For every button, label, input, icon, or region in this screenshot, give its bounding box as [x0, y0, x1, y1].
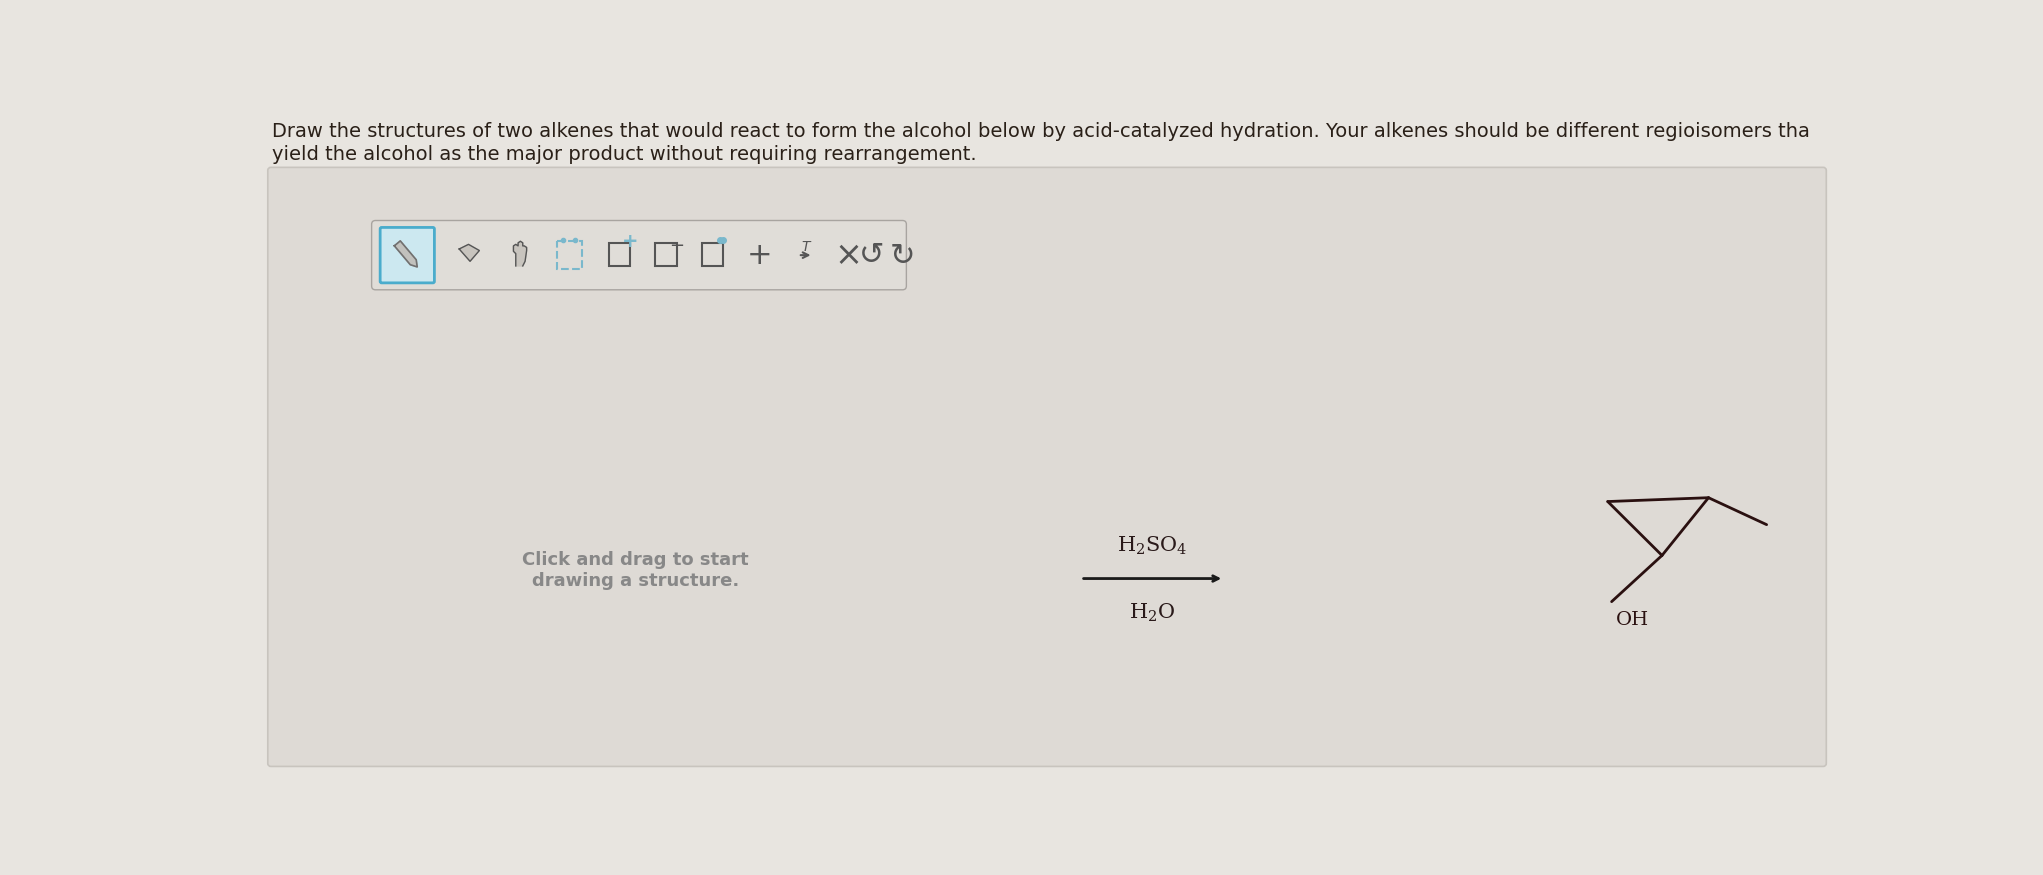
Text: ↺: ↺ [858, 241, 885, 270]
Polygon shape [513, 242, 527, 266]
Text: +: + [746, 241, 772, 270]
Text: OH: OH [1616, 611, 1649, 629]
FancyBboxPatch shape [380, 228, 435, 283]
Text: −: − [670, 237, 684, 255]
Polygon shape [460, 244, 480, 262]
Text: T: T [801, 241, 809, 255]
Text: $\mathregular{H_2SO_4}$: $\mathregular{H_2SO_4}$ [1118, 535, 1187, 557]
Text: ×: × [834, 239, 862, 271]
FancyBboxPatch shape [268, 167, 1826, 766]
FancyBboxPatch shape [372, 220, 907, 290]
Text: +: + [623, 232, 639, 251]
Text: Draw the structures of two alkenes that would react to form the alcohol below by: Draw the structures of two alkenes that … [272, 122, 1810, 141]
Text: Click and drag to start
drawing a structure.: Click and drag to start drawing a struct… [521, 551, 748, 591]
Text: $\mathregular{H_2O}$: $\mathregular{H_2O}$ [1130, 602, 1175, 625]
Text: ↻: ↻ [891, 242, 915, 271]
Text: yield the alcohol as the major product without requiring rearrangement.: yield the alcohol as the major product w… [272, 145, 977, 164]
Polygon shape [394, 241, 417, 267]
